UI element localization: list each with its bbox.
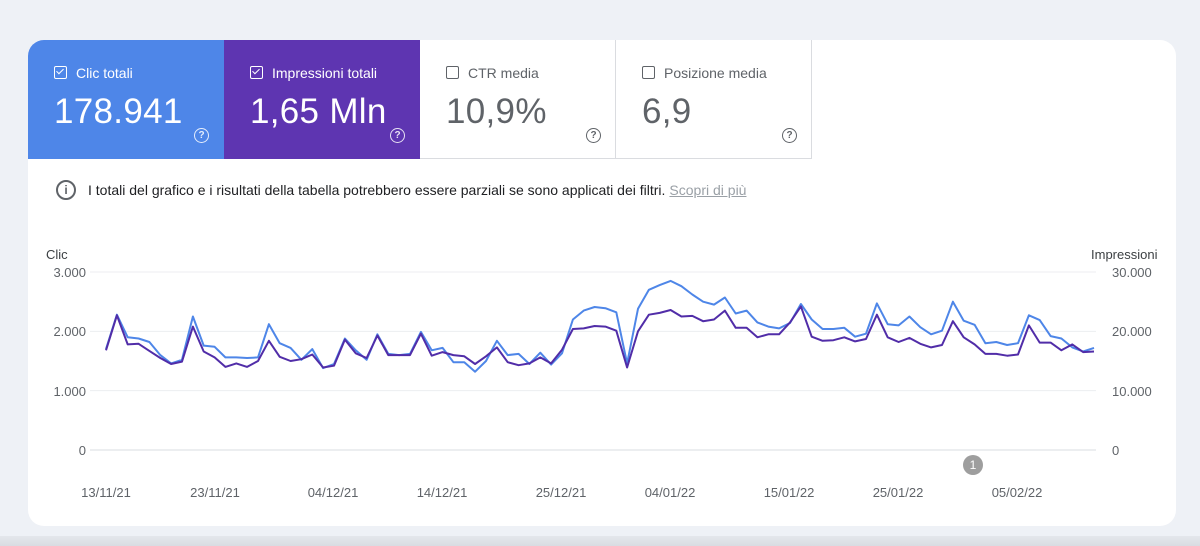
left-tick-label: 3.000 bbox=[53, 265, 86, 280]
page-bottom-edge bbox=[0, 536, 1200, 546]
info-text: I totali del grafico e i risultati della… bbox=[88, 182, 666, 198]
metric-tile-clicks[interactable]: Clic totali 178.941 ? bbox=[28, 40, 224, 159]
left-tick-label: 1.000 bbox=[53, 384, 86, 399]
right-tick-label: 20.000 bbox=[1112, 324, 1152, 339]
x-tick-label: 25/12/21 bbox=[535, 485, 587, 500]
metric-tile-impressions[interactable]: Impressioni totali 1,65 Mln ? bbox=[224, 40, 420, 159]
right-axis-title: Impressioni bbox=[1091, 247, 1158, 262]
annotation-marker[interactable]: 1 bbox=[963, 455, 983, 475]
metric-label: Posizione media bbox=[664, 65, 767, 81]
x-tick-label: 04/12/21 bbox=[307, 485, 359, 500]
metric-tile-ctr[interactable]: CTR media 10,9% ? bbox=[420, 40, 616, 159]
help-icon[interactable]: ? bbox=[194, 128, 209, 143]
metric-value: 178.941 bbox=[54, 92, 183, 131]
x-tick-label: 04/01/22 bbox=[644, 485, 696, 500]
left-tick-label: 0 bbox=[78, 443, 86, 458]
left-tick-label: 2.000 bbox=[53, 324, 86, 339]
line-chart bbox=[90, 271, 1096, 451]
metric-label: Impressioni totali bbox=[272, 65, 378, 81]
metric-label: CTR media bbox=[468, 65, 539, 81]
left-axis-title: Clic bbox=[46, 247, 68, 262]
filter-info-notice: i I totali del grafico e i risultati del… bbox=[56, 179, 746, 201]
checkbox-unchecked-icon[interactable] bbox=[446, 66, 459, 79]
checkbox-checked-icon[interactable] bbox=[250, 66, 263, 79]
help-icon[interactable]: ? bbox=[586, 128, 601, 143]
performance-card: Clic totali 178.941 ? Impressioni totali… bbox=[28, 40, 1176, 526]
metric-label: Clic totali bbox=[76, 65, 133, 81]
learn-more-link[interactable]: Scopri di più bbox=[669, 182, 747, 198]
x-tick-label: 15/01/22 bbox=[763, 485, 815, 500]
help-icon[interactable]: ? bbox=[782, 128, 797, 143]
metric-value: 6,9 bbox=[642, 92, 692, 131]
checkbox-unchecked-icon[interactable] bbox=[642, 66, 655, 79]
x-tick-label: 05/02/22 bbox=[991, 485, 1043, 500]
info-icon: i bbox=[56, 180, 76, 200]
right-tick-label: 30.000 bbox=[1112, 265, 1152, 280]
right-tick-label: 10.000 bbox=[1112, 384, 1152, 399]
x-tick-label: 23/11/21 bbox=[190, 485, 240, 500]
metric-value: 1,65 Mln bbox=[250, 92, 387, 131]
metric-value: 10,9% bbox=[446, 92, 547, 131]
help-icon[interactable]: ? bbox=[390, 128, 405, 143]
x-tick-label: 14/12/21 bbox=[416, 485, 468, 500]
x-tick-label: 25/01/22 bbox=[872, 485, 924, 500]
checkbox-checked-icon[interactable] bbox=[54, 66, 67, 79]
series-line-clic bbox=[105, 305, 1095, 369]
x-tick-label: 13/11/21 bbox=[81, 485, 131, 500]
series-line-impressioni bbox=[105, 279, 1095, 373]
right-tick-label: 0 bbox=[1112, 443, 1120, 458]
metric-tiles: Clic totali 178.941 ? Impressioni totali… bbox=[28, 40, 812, 159]
metric-tile-position[interactable]: Posizione media 6,9 ? bbox=[616, 40, 812, 159]
